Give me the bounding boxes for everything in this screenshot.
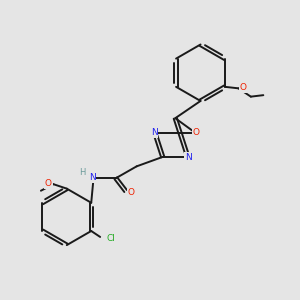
Text: N: N xyxy=(151,128,158,137)
Text: O: O xyxy=(240,83,247,92)
Text: O: O xyxy=(45,179,52,188)
Text: O: O xyxy=(193,128,200,137)
Text: N: N xyxy=(185,153,192,162)
Text: O: O xyxy=(128,188,134,197)
Text: H: H xyxy=(79,168,86,177)
Text: N: N xyxy=(89,173,95,182)
Text: Cl: Cl xyxy=(107,234,116,243)
